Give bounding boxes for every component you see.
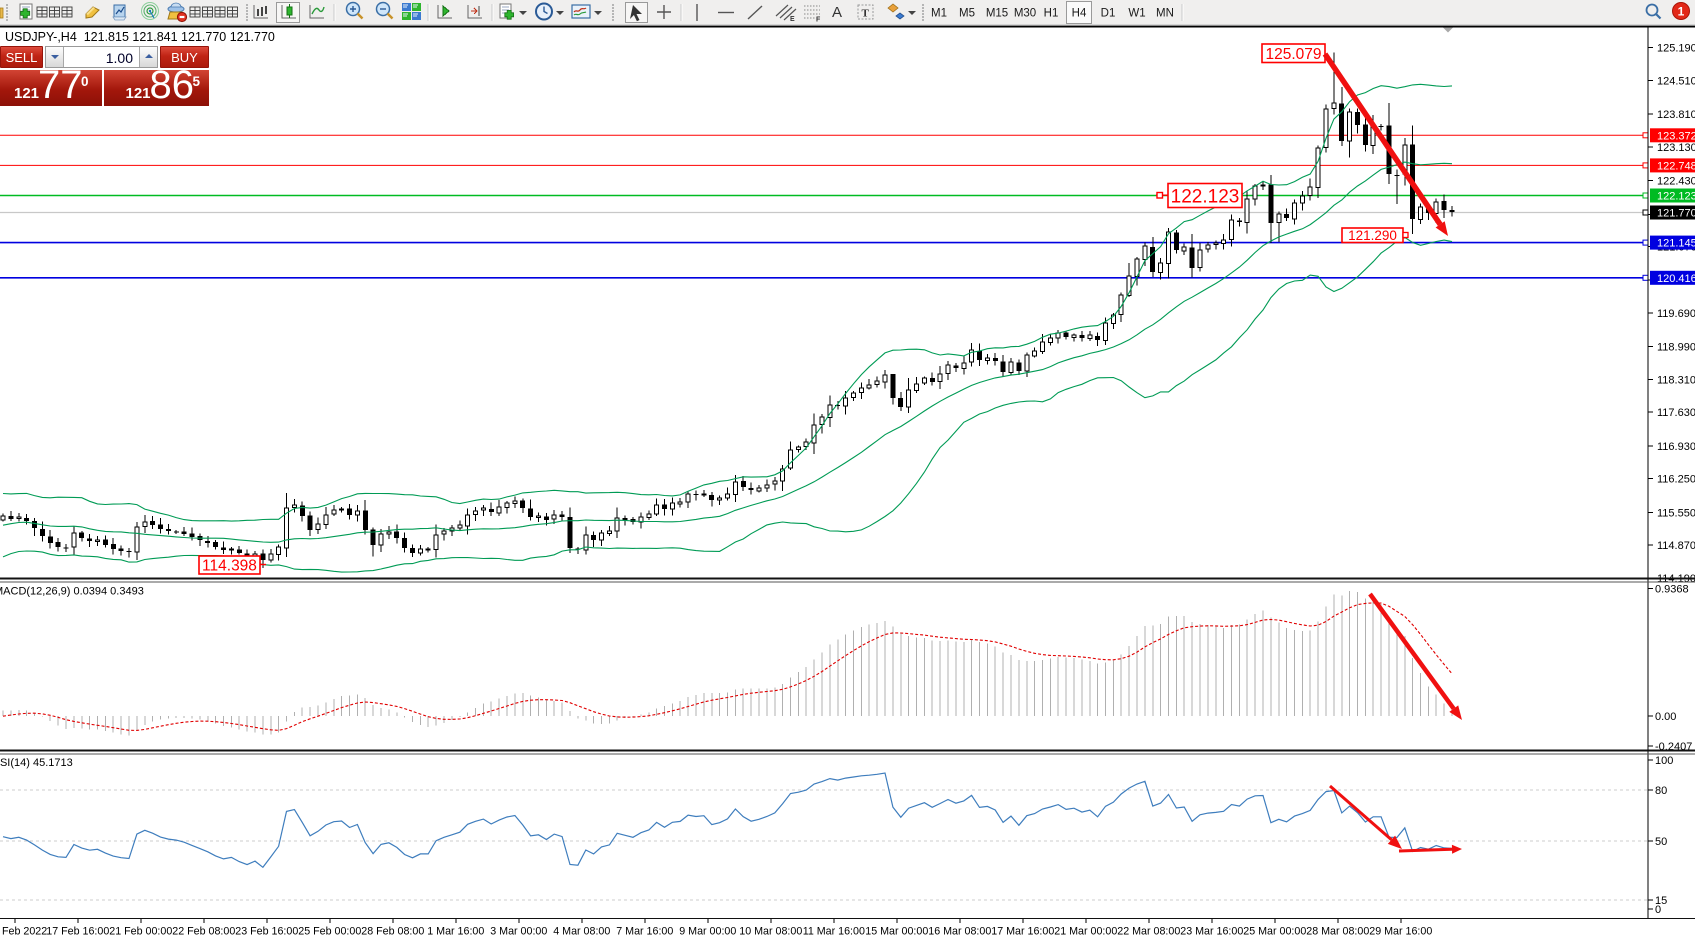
svg-text:10 Mar 08:00: 10 Mar 08:00	[739, 926, 802, 938]
svg-text:MACD(12,26,9) 0.0394 0.3493: MACD(12,26,9) 0.0394 0.3493	[0, 586, 144, 598]
svg-text:H1: H1	[1044, 8, 1059, 20]
svg-text:-0.2407: -0.2407	[1655, 741, 1692, 753]
svg-text:D1: D1	[1101, 8, 1116, 20]
svg-text:4 Mar 08:00: 4 Mar 08:00	[553, 926, 610, 938]
svg-text:100: 100	[1655, 755, 1673, 767]
svg-text:122.123: 122.123	[1171, 186, 1240, 207]
svg-text:121.145: 121.145	[1657, 238, 1695, 250]
svg-text:114.870: 114.870	[1657, 540, 1695, 552]
svg-text:25 Feb 00:00: 25 Feb 00:00	[298, 926, 361, 938]
svg-text:RSI(14) 45.1713: RSI(14) 45.1713	[0, 757, 73, 769]
svg-text:124.510: 124.510	[1657, 75, 1695, 87]
svg-text:A: A	[832, 4, 842, 21]
svg-text:123.810: 123.810	[1657, 109, 1695, 121]
svg-text:125.079: 125.079	[1265, 46, 1321, 63]
svg-text:0.00: 0.00	[1655, 711, 1676, 723]
svg-text:119.690: 119.690	[1657, 308, 1695, 320]
svg-text:M30: M30	[1014, 8, 1036, 20]
svg-text:120.416: 120.416	[1657, 273, 1695, 285]
svg-text:25 Mar 00:00: 25 Mar 00:00	[1243, 926, 1306, 938]
svg-text:M5: M5	[959, 8, 975, 20]
svg-text:9 Mar 00:00: 9 Mar 00:00	[679, 926, 736, 938]
svg-text:121.770: 121.770	[1657, 208, 1695, 220]
svg-text:15: 15	[1655, 895, 1667, 907]
svg-text:122.430: 122.430	[1657, 176, 1695, 188]
svg-text:Feb 2022: Feb 2022	[2, 926, 47, 938]
svg-text:114.398: 114.398	[202, 558, 257, 575]
svg-text:11 Mar 16:00: 11 Mar 16:00	[803, 926, 865, 938]
svg-text:23 Mar 16:00: 23 Mar 16:00	[1180, 926, 1243, 938]
svg-text:W1: W1	[1128, 8, 1145, 20]
svg-text:0.9368: 0.9368	[1655, 584, 1689, 596]
svg-text:23 Feb 16:00: 23 Feb 16:00	[235, 926, 298, 938]
svg-text:21 Feb 00:00: 21 Feb 00:00	[109, 926, 172, 938]
svg-text:121.290: 121.290	[1348, 228, 1397, 243]
svg-text:115.550: 115.550	[1657, 507, 1695, 519]
svg-text:15 Mar 00:00: 15 Mar 00:00	[865, 926, 928, 938]
svg-text:1: 1	[1678, 5, 1685, 19]
svg-text:MN: MN	[1156, 8, 1174, 20]
svg-text:125.190: 125.190	[1657, 43, 1695, 55]
svg-text:118.310: 118.310	[1657, 374, 1695, 386]
svg-text:E: E	[790, 16, 795, 23]
svg-text:123.372: 123.372	[1657, 130, 1695, 142]
svg-text:122.123: 122.123	[1657, 191, 1695, 203]
svg-text:1 Mar 16:00: 1 Mar 16:00	[427, 926, 484, 938]
svg-text:123.130: 123.130	[1657, 142, 1695, 154]
svg-text:16 Mar 08:00: 16 Mar 08:00	[928, 926, 991, 938]
svg-text:28 Mar 08:00: 28 Mar 08:00	[1306, 926, 1369, 938]
svg-text:T: T	[862, 8, 870, 20]
svg-text:116.930: 116.930	[1657, 441, 1695, 453]
svg-text:22 Feb 08:00: 22 Feb 08:00	[172, 926, 235, 938]
svg-text:118.990: 118.990	[1657, 342, 1695, 354]
svg-text:17 Mar 16:00: 17 Mar 16:00	[991, 926, 1054, 938]
svg-text:17 Feb 16:00: 17 Feb 16:00	[46, 926, 109, 938]
svg-text:3 Mar 00:00: 3 Mar 00:00	[490, 926, 547, 938]
svg-text:M15: M15	[986, 8, 1008, 20]
svg-text:F: F	[816, 17, 821, 24]
svg-text:21 Mar 00:00: 21 Mar 00:00	[1054, 926, 1117, 938]
svg-text:116.250: 116.250	[1657, 474, 1695, 486]
svg-text:28 Feb 08:00: 28 Feb 08:00	[361, 926, 424, 938]
svg-text:M1: M1	[931, 8, 947, 20]
svg-text:0: 0	[1655, 904, 1661, 916]
svg-text:122.748: 122.748	[1657, 160, 1695, 172]
svg-text:7 Mar 16:00: 7 Mar 16:00	[616, 926, 673, 938]
svg-text:50: 50	[1655, 836, 1667, 848]
svg-text:29 Mar 16:00: 29 Mar 16:00	[1369, 926, 1432, 938]
svg-text:80: 80	[1655, 785, 1667, 797]
svg-text:117.630: 117.630	[1657, 407, 1695, 419]
svg-text:H4: H4	[1072, 8, 1087, 20]
svg-text:22 Mar 08:00: 22 Mar 08:00	[1117, 926, 1180, 938]
